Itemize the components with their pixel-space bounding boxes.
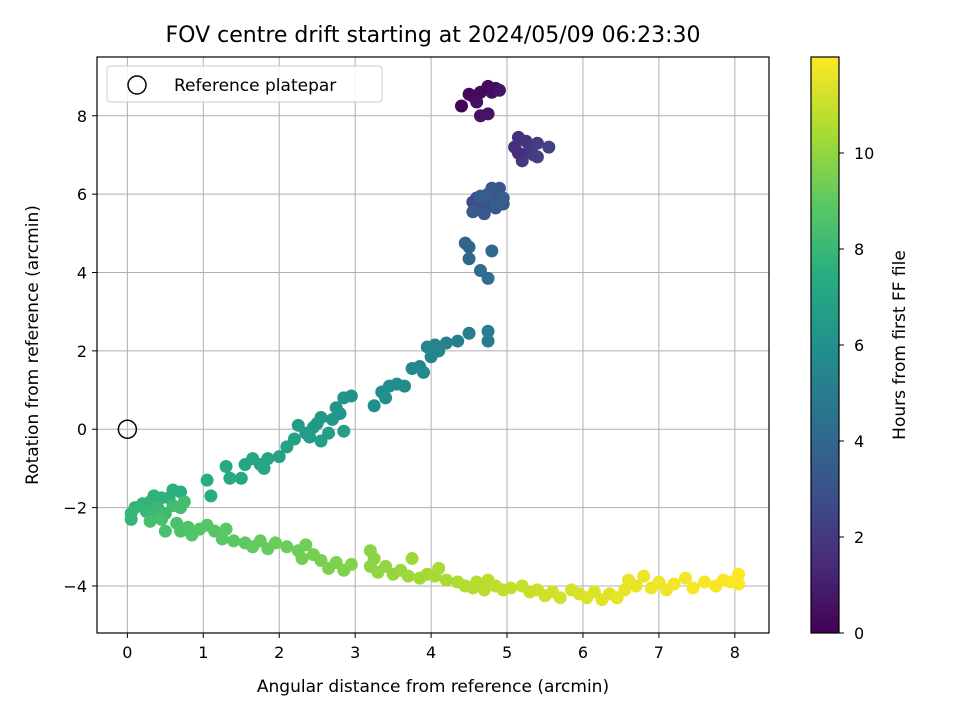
- data-point: [269, 536, 282, 549]
- chart-title: FOV centre drift starting at 2024/05/09 …: [166, 23, 701, 48]
- data-point: [223, 472, 236, 485]
- data-point: [421, 340, 434, 353]
- data-point: [463, 241, 476, 254]
- data-point: [482, 335, 495, 348]
- data-point: [455, 99, 468, 112]
- data-point: [178, 495, 191, 508]
- data-point: [417, 366, 430, 379]
- x-tick-label: 5: [502, 643, 512, 662]
- data-point: [531, 150, 544, 163]
- data-point: [159, 525, 172, 538]
- data-point: [698, 576, 711, 589]
- y-tick-label: 6: [77, 185, 87, 204]
- data-point: [482, 188, 495, 201]
- data-point: [432, 344, 445, 357]
- data-point: [554, 591, 567, 604]
- data-point: [406, 552, 419, 565]
- x-tick-label: 7: [654, 643, 664, 662]
- data-point: [470, 96, 483, 109]
- data-point: [379, 391, 392, 404]
- x-tick-label: 8: [730, 643, 740, 662]
- data-point: [280, 540, 293, 553]
- data-point: [239, 458, 252, 471]
- colorbar-tick-label: 4: [854, 432, 864, 451]
- y-tick-label: −4: [63, 577, 87, 596]
- y-tick-label: 0: [77, 420, 87, 439]
- data-point: [668, 578, 681, 591]
- data-point: [406, 362, 419, 375]
- x-tick-label: 3: [350, 643, 360, 662]
- data-point: [296, 552, 309, 565]
- data-point: [687, 581, 700, 594]
- data-point: [227, 534, 240, 547]
- x-tick-label: 1: [198, 643, 208, 662]
- data-point: [201, 474, 214, 487]
- data-point: [273, 450, 286, 463]
- data-point: [504, 581, 517, 594]
- colorbar-tick-label: 6: [854, 336, 864, 355]
- colorbar-tick-label: 8: [854, 240, 864, 259]
- data-point: [204, 489, 217, 502]
- data-point: [531, 137, 544, 150]
- data-point: [144, 515, 157, 528]
- data-point: [482, 107, 495, 120]
- data-point: [440, 574, 453, 587]
- y-tick-label: 8: [77, 107, 87, 126]
- data-point: [292, 419, 305, 432]
- data-point: [463, 327, 476, 340]
- colorbar-gradient: [811, 57, 839, 633]
- data-point: [482, 272, 495, 285]
- colorbar-tick-label: 0: [854, 624, 864, 643]
- x-axis-label: Angular distance from reference (arcmin): [257, 677, 609, 697]
- data-point: [402, 570, 415, 583]
- x-tick-label: 0: [122, 643, 132, 662]
- y-tick-label: −2: [63, 499, 87, 518]
- data-point: [220, 460, 233, 473]
- legend-label: Reference platepar: [174, 76, 336, 96]
- data-point: [303, 431, 316, 444]
- data-point: [732, 578, 745, 591]
- data-point: [155, 513, 168, 526]
- colorbar-tick-label: 2: [854, 528, 864, 547]
- data-point: [466, 205, 479, 218]
- data-point: [497, 192, 510, 205]
- x-tick-label: 6: [578, 643, 588, 662]
- y-tick-label: 4: [77, 264, 87, 283]
- data-point: [337, 425, 350, 438]
- data-point: [485, 244, 498, 257]
- legend: Reference platepar: [107, 66, 382, 102]
- y-axis-label: Rotation from reference (arcmin): [23, 205, 43, 485]
- colorbar-tick-label: 10: [854, 144, 874, 163]
- data-point: [432, 562, 445, 575]
- data-point: [125, 507, 138, 520]
- data-point: [235, 472, 248, 485]
- data-point: [345, 558, 358, 571]
- data-point: [322, 427, 335, 440]
- data-point: [258, 462, 271, 475]
- data-point: [463, 252, 476, 265]
- data-point: [637, 570, 650, 583]
- colorbar-label: Hours from first FF file: [890, 250, 910, 440]
- data-point: [478, 207, 491, 220]
- x-tick-label: 2: [274, 643, 284, 662]
- x-tick-label: 4: [426, 643, 436, 662]
- data-point: [451, 335, 464, 348]
- data-point: [368, 399, 381, 412]
- data-point: [512, 147, 525, 160]
- data-point: [542, 141, 555, 154]
- data-point: [220, 523, 233, 536]
- data-point: [493, 84, 506, 97]
- data-point: [333, 407, 346, 420]
- y-tick-label: 2: [77, 342, 87, 361]
